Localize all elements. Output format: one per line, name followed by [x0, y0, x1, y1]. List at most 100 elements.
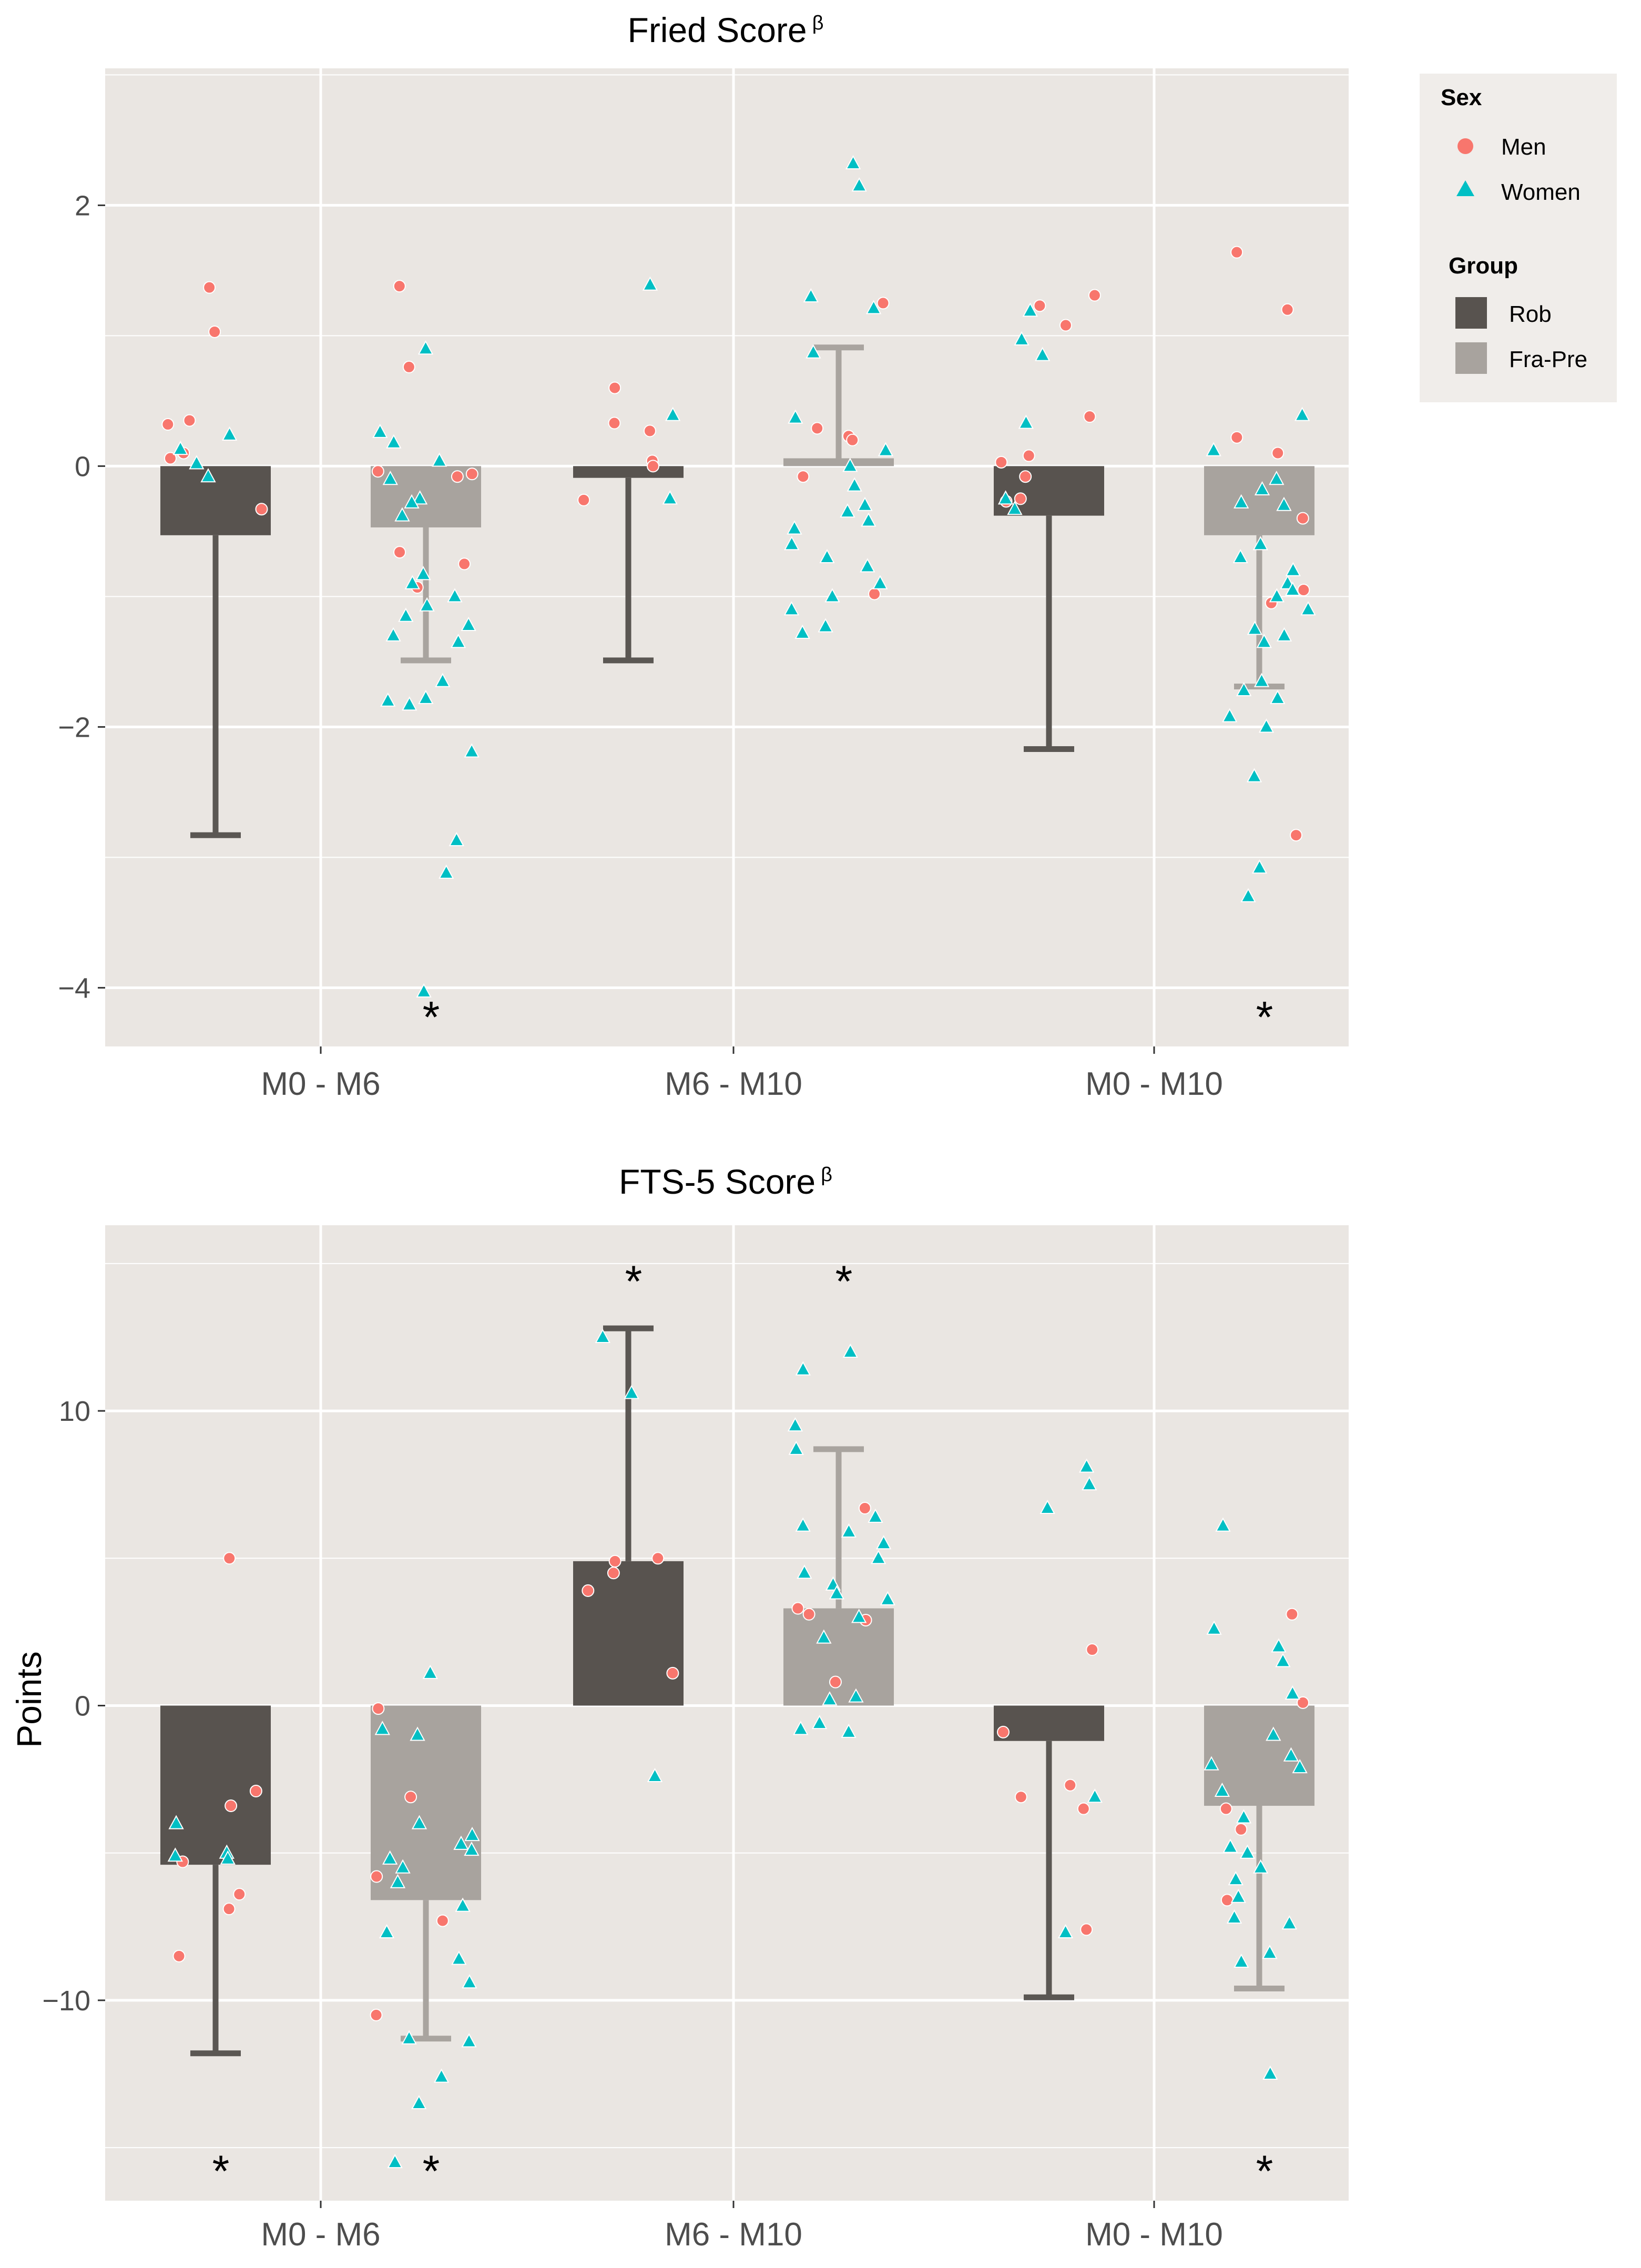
fried-point-women [404, 494, 420, 508]
fried-point-women [221, 426, 238, 441]
fried-point-women [806, 344, 821, 359]
legend-men-label: Men [1501, 134, 1546, 160]
fts5-point-women [1214, 1782, 1230, 1797]
fried-point-men [451, 470, 464, 483]
fried-point-men [1059, 319, 1072, 332]
fried-y-tick-label: −2 [58, 711, 90, 743]
fried-point-women [878, 442, 894, 456]
fried-point-women [642, 276, 658, 291]
fried-point-women [200, 468, 216, 483]
fts5-point-women [868, 1508, 883, 1523]
fried-point-women [1294, 406, 1310, 421]
fried-point-men [608, 381, 621, 394]
fried-point-women [1232, 548, 1248, 563]
fts5-point-men [791, 1602, 804, 1615]
legend-rob-key [1455, 297, 1487, 329]
fried-point-men [1019, 470, 1032, 483]
fried-point-women [787, 520, 802, 535]
fried-point-men [1271, 446, 1285, 460]
fried-x-tick-label-m0-m6: M0 - M6 [261, 1066, 380, 1102]
fried-point-men [868, 587, 881, 601]
fried-point-women [189, 455, 205, 470]
fried-point-women [665, 406, 681, 421]
fried-point-women [861, 512, 876, 527]
fts5-point-women [411, 2094, 427, 2110]
fried-point-women [847, 477, 862, 492]
fts5-point-women [880, 1591, 895, 1605]
fried-point-men [1290, 829, 1303, 842]
fried-point-women [1300, 601, 1316, 616]
legend-fra-pre-key [1455, 342, 1487, 374]
fried-point-women [851, 177, 867, 192]
fts5-point-men [233, 1888, 246, 1901]
fts5-point-women [797, 1564, 812, 1579]
fts5-point-women [851, 1609, 867, 1623]
fried-point-women [394, 507, 410, 522]
fried-point-men [876, 297, 890, 310]
fried-axis-ticks: −4 −2 0 2 M0 - M6 M6 - M10 M0 - M10 [58, 190, 1223, 1102]
legend-men-marker [1457, 138, 1473, 154]
fts5-x-tick-label-m0-m10: M0 - M10 [1085, 2216, 1223, 2253]
fts5-point-women [787, 1417, 803, 1432]
fried-point-men [161, 418, 175, 431]
fts5-significance-star: * [423, 2147, 440, 2196]
fried-point-men [465, 467, 478, 481]
fts5-point-women [595, 1328, 610, 1343]
fts5-point-women [795, 1517, 811, 1532]
fried-point-women [419, 597, 435, 612]
fts5-point-women [433, 2068, 450, 2083]
fried-plot-area [105, 68, 1349, 1046]
fried-point-men [208, 325, 221, 338]
fried-point-women [172, 441, 188, 455]
fts5-point-women [422, 1664, 438, 1679]
fried-point-women [1018, 414, 1034, 429]
fts5-point-men [436, 1914, 449, 1927]
fried-point-women [1269, 588, 1285, 603]
fried-point-men [846, 433, 859, 446]
fried-point-women [1285, 581, 1301, 596]
fts5-point-men [1080, 1923, 1093, 1936]
fts5-point-women [464, 1826, 480, 1842]
fts5-point-women [793, 1721, 809, 1735]
fried-significance-star: * [1256, 992, 1273, 1042]
fts5-point-men [370, 1870, 383, 1883]
fried-point-men [647, 460, 660, 473]
fts5-y-tick-label: 10 [59, 1396, 90, 1427]
fried-bar-rob-m6-m10 [573, 466, 684, 478]
fried-point-women [997, 490, 1014, 505]
fts5-point-women [1082, 1476, 1097, 1491]
fried-point-women [449, 832, 464, 847]
legend: Sex Men Women Group Rob Fra-Pre [1420, 74, 1617, 402]
fried-point-women [1276, 627, 1292, 642]
fts5-point-men [1235, 1823, 1248, 1836]
fried-point-women [461, 616, 476, 631]
fried-point-women [372, 423, 388, 438]
fried-point-women [865, 300, 882, 314]
fried-score-title: Fried Score β [628, 11, 824, 49]
fried-point-men [1022, 449, 1035, 462]
fts5-point-women [453, 1835, 469, 1850]
fried-point-women [418, 689, 434, 704]
fried-significance: * * [423, 992, 1273, 1042]
fried-point-women [464, 743, 480, 758]
fried-point-women [386, 434, 402, 449]
fried-point-men [811, 422, 824, 435]
fts5-x-tick-label-m0-m6: M0 - M6 [261, 2216, 380, 2253]
fried-point-women [803, 288, 819, 302]
fts5-x-tick-label-m6-m10: M6 - M10 [665, 2216, 802, 2253]
fried-bar-rob-m0-m10 [994, 466, 1104, 516]
fts5-point-women [1228, 1871, 1244, 1886]
fried-point-men [255, 503, 268, 516]
fts5-point-men [802, 1608, 816, 1621]
fried-point-women [1256, 634, 1272, 648]
fried-point-men [643, 424, 656, 438]
fts5-point-men [858, 1502, 871, 1515]
legend-background [1420, 74, 1617, 402]
fried-y-tick-label: −4 [58, 972, 90, 1004]
fried-point-women [1285, 562, 1301, 576]
fried-point-men [1083, 410, 1096, 423]
fried-point-women [450, 634, 466, 648]
fried-point-men [402, 360, 415, 373]
fried-point-women [417, 340, 434, 355]
